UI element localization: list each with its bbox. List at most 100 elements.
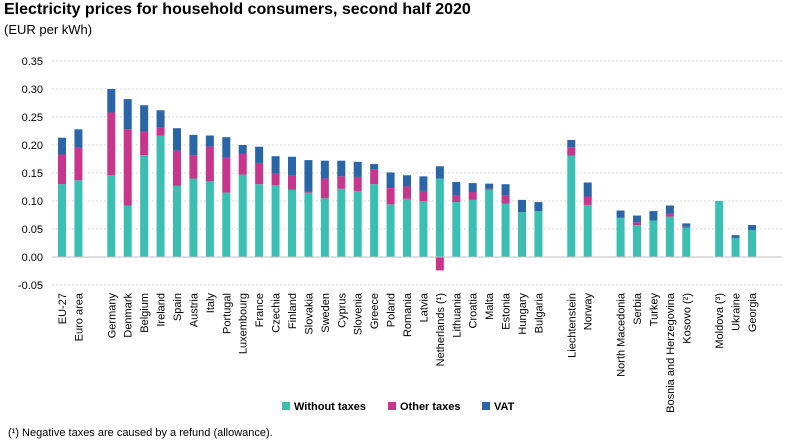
bar-segment <box>107 175 116 257</box>
x-category-label: Ireland <box>156 293 168 327</box>
bar-segment <box>682 227 691 257</box>
x-category-label: Austria <box>188 292 200 327</box>
y-axis-ticks: 0.35 0.30 0.25 0.20 0.15 0.10 0.05 0.00 -0.05 <box>18 56 43 292</box>
bar-segment <box>386 172 395 189</box>
x-category-label: Bosnia and Herzegovina <box>665 292 677 413</box>
x-category-label: Finland <box>287 293 299 329</box>
bar-segment <box>649 220 658 257</box>
bar-segment <box>518 212 526 257</box>
bar-segment <box>304 160 313 192</box>
legend-swatch <box>282 402 290 410</box>
bar-segment <box>435 166 444 179</box>
chart-subtitle: (EUR per kWh) <box>4 22 93 37</box>
legend-swatch <box>482 402 490 410</box>
x-category-label: Netherlands (¹) <box>435 293 447 366</box>
bar-segment <box>304 191 313 193</box>
bar-segment <box>583 182 592 197</box>
bar-segment <box>583 204 592 257</box>
bar-segment <box>337 160 346 177</box>
x-category-label: Greece <box>369 293 381 329</box>
bar-segment <box>403 175 411 187</box>
x-category-label: Belgium <box>139 293 151 333</box>
bar-segment <box>633 225 641 257</box>
bar-segment <box>140 131 149 156</box>
bar-segment <box>485 189 494 257</box>
bar-segment <box>452 195 461 203</box>
y-tick-label: 0.25 <box>22 112 43 124</box>
bar-segment <box>238 145 247 154</box>
bar-segment <box>649 211 658 221</box>
x-category-label: Kosovo (²) <box>681 293 693 344</box>
bar-segment <box>173 128 181 151</box>
bar-segment <box>386 204 395 257</box>
bar-segment <box>304 192 313 257</box>
x-category-label: Euro area <box>73 292 85 341</box>
bar-segment <box>501 184 510 196</box>
bar-segment <box>534 211 543 257</box>
bar-segment <box>205 146 214 182</box>
x-category-label: Slovenia <box>353 292 365 335</box>
x-category-label: Estonia <box>501 292 513 330</box>
y-tick-label: 0.10 <box>22 196 43 208</box>
x-category-label: Ukraine <box>731 293 743 331</box>
bar-segment <box>288 189 296 257</box>
bar-segment <box>435 257 444 271</box>
bar-segment <box>222 192 231 257</box>
y-tick-label: 0.35 <box>22 56 43 68</box>
x-category-label: Norway <box>583 293 595 331</box>
bar-segment <box>485 188 494 190</box>
bar-segment <box>337 188 346 257</box>
x-category-label: Spain <box>172 293 184 321</box>
bar-segment <box>189 134 198 156</box>
x-category-label: Poland <box>386 293 398 327</box>
bar-segment <box>140 155 149 257</box>
bar-segment <box>222 157 231 193</box>
bar-segment <box>255 184 264 257</box>
bar-segment <box>419 201 428 257</box>
bar-segment <box>403 186 411 199</box>
bar-segment <box>353 161 362 177</box>
bar-segment <box>419 190 428 201</box>
x-category-label: Czechia <box>271 292 283 333</box>
bar-segment <box>419 176 428 191</box>
bar-segment <box>156 135 165 257</box>
bars <box>52 89 782 271</box>
bar-segment <box>633 222 641 226</box>
x-category-label: Slovakia <box>303 292 315 334</box>
y-tick-label: 0.05 <box>22 224 43 236</box>
bar-segment <box>370 169 379 185</box>
bar-segment <box>633 215 641 223</box>
y-tick-label: 0.00 <box>22 252 43 264</box>
bar-segment <box>288 156 296 176</box>
bar-segment <box>320 198 329 257</box>
x-category-label: EU-27 <box>57 293 69 324</box>
x-category-label: Italy <box>205 293 217 314</box>
x-category-label: Luxembourg <box>238 293 250 354</box>
bar-segment <box>320 160 329 179</box>
bar-segment <box>682 223 691 227</box>
x-category-label: Liechtenstein <box>566 293 578 358</box>
x-category-label: Latvia <box>418 292 430 322</box>
bar-segment <box>616 210 625 218</box>
bar-segment <box>255 146 264 163</box>
bar-segment <box>58 137 66 155</box>
x-category-label: France <box>254 293 266 327</box>
bar-segment <box>107 89 116 113</box>
bar-segment <box>337 176 346 189</box>
legend: Without taxes Other taxes VAT <box>282 401 515 413</box>
x-category-label: Germany <box>106 293 118 339</box>
y-tick-label: 0.30 <box>22 84 43 96</box>
bar-segment <box>534 202 543 212</box>
y-tick-label: 0.15 <box>22 168 43 180</box>
bar-segment <box>435 178 444 257</box>
bar-segment <box>58 184 66 257</box>
bar-segment <box>123 205 132 257</box>
bar-segment <box>485 183 494 189</box>
bar-segment <box>107 112 116 176</box>
x-category-label: Turkey <box>648 293 660 327</box>
bar-segment <box>567 147 576 156</box>
bar-segment <box>518 199 526 213</box>
x-category-label: Cyprus <box>336 293 348 328</box>
bar-segment <box>501 195 510 204</box>
x-category-label: Croatia <box>468 292 480 328</box>
